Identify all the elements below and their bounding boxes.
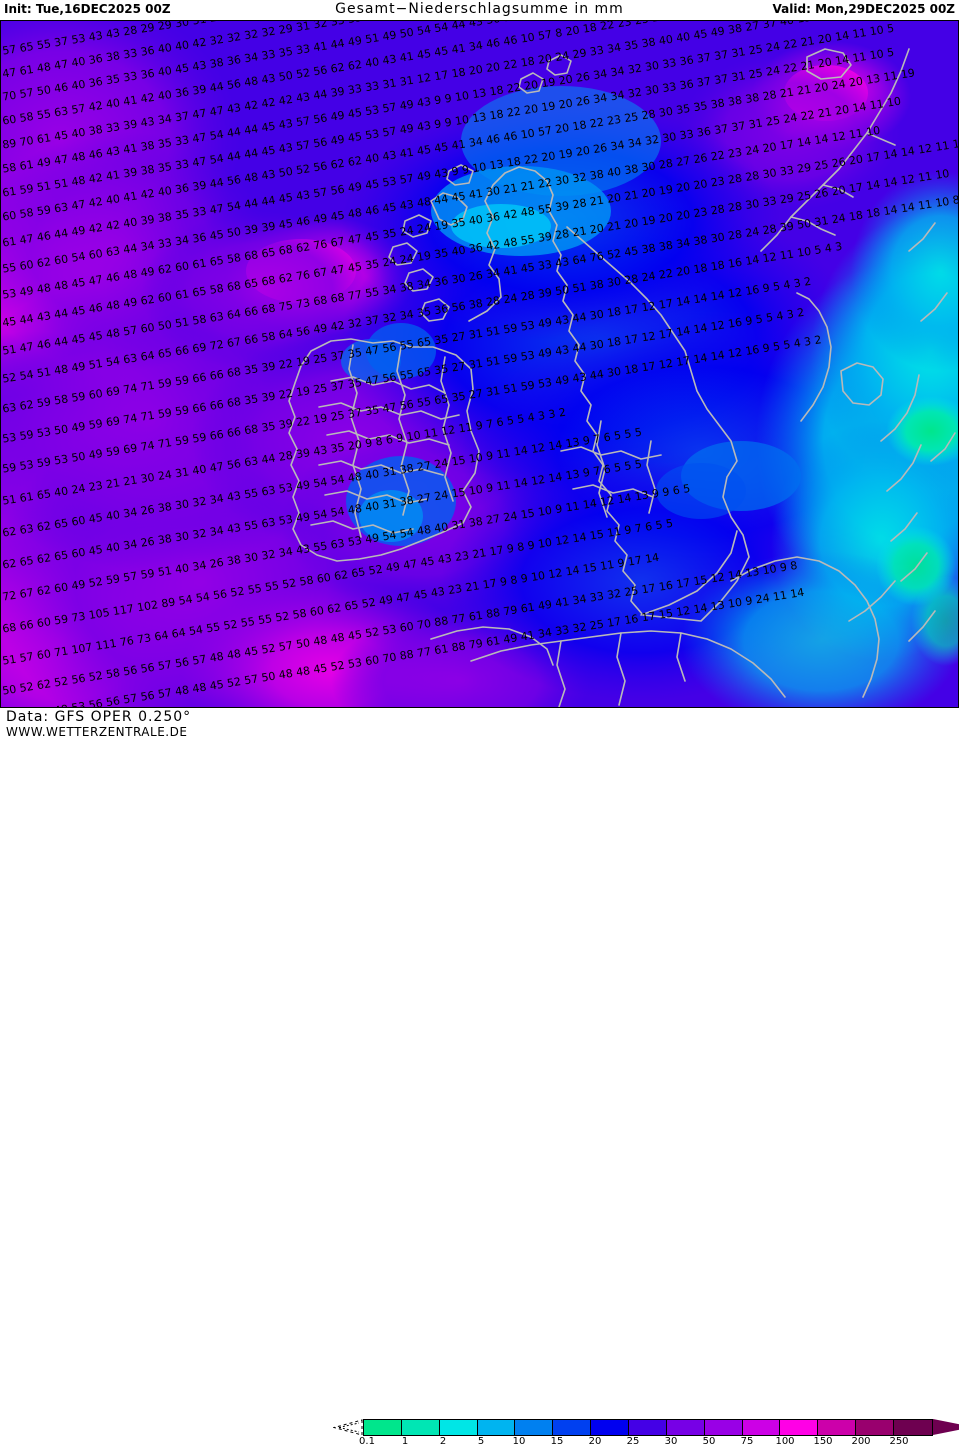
colorbar-swatch <box>439 1420 478 1435</box>
colorbar[interactable]: 0.1 1 2 5 10 15 20 25 30 50 75 100 150 200 250 <box>333 1417 959 1447</box>
colorbar-tick: 100 <box>775 1436 795 1447</box>
colorbar-tick: 150 <box>813 1436 833 1447</box>
colorbar-strip[interactable] <box>363 1419 933 1436</box>
data-source-label: Data: GFS OPER 0.250° <box>6 709 192 725</box>
colorbar-swatch <box>629 1420 667 1435</box>
colorbar-swatch <box>401 1420 440 1435</box>
colorbar-tick: 5 <box>477 1436 485 1447</box>
colorbar-tick: 0.1 <box>359 1436 375 1447</box>
colorbar-tick: 30 <box>664 1436 678 1447</box>
colorbar-swatch <box>742 1420 781 1435</box>
colorbar-tick: 20 <box>588 1436 602 1447</box>
colorbar-tick: 50 <box>702 1436 716 1447</box>
precipitation-map-canvas[interactable]: 57 65 55 37 53 43 43 28 29 29 30 31 28 3… <box>1 21 958 707</box>
colorbar-tick: 25 <box>626 1436 640 1447</box>
valid-time-label: Valid: Mon,29DEC2025 00Z <box>772 2 955 16</box>
colorbar-tick: 15 <box>550 1436 564 1447</box>
colorbar-tick: 200 <box>851 1436 871 1447</box>
colorbar-swatch <box>364 1420 402 1435</box>
colorbar-swatch <box>666 1420 705 1435</box>
precipitation-map-panel[interactable]: 57 65 55 37 53 43 43 28 29 29 30 31 28 3… <box>0 20 959 708</box>
colorbar-swatch <box>477 1420 516 1435</box>
colorbar-swatch <box>515 1420 554 1435</box>
colorbar-swatch <box>856 1420 895 1435</box>
site-url-link[interactable]: WWW.WETTERZENTRALE.DE <box>6 725 188 739</box>
colorbar-swatch <box>553 1420 592 1435</box>
colorbar-swatch <box>780 1420 819 1435</box>
page-title: Gesamt−Niederschlagsumme in mm <box>335 1 624 17</box>
colorbar-swatch <box>818 1420 857 1435</box>
colorbar-swatch <box>591 1420 630 1435</box>
coastline-layer <box>288 48 956 707</box>
map-header: Init: Tue,16DEC2025 00Z Gesamt−Niedersch… <box>0 0 959 20</box>
colorbar-tick: 75 <box>740 1436 754 1447</box>
colorbar-tick: 1 <box>401 1436 409 1447</box>
colorbar-swatch <box>894 1420 932 1435</box>
colorbar-swatch <box>704 1420 743 1435</box>
colorbar-tick: 2 <box>439 1436 447 1447</box>
below-threshold-hatch-icon <box>333 1419 363 1436</box>
colorbar-overflow-arrow <box>933 1419 959 1435</box>
init-time-label: Init: Tue,16DEC2025 00Z <box>4 2 171 16</box>
colorbar-tick: 250 <box>889 1436 909 1447</box>
colorbar-tick: 10 <box>512 1436 526 1447</box>
map-footer: Data: GFS OPER 0.250° WWW.WETTERZENTRALE… <box>0 708 959 1447</box>
